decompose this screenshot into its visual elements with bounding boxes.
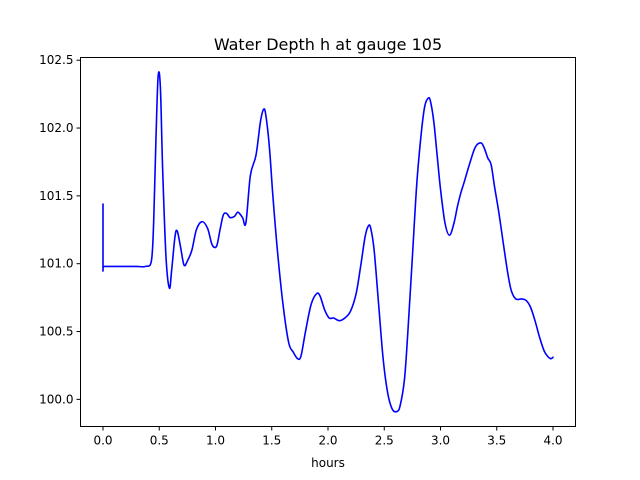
chart-title: Water Depth h at gauge 105 <box>214 35 442 54</box>
x-axis-label: hours <box>311 456 345 470</box>
y-tick-label: 101.0 <box>39 257 73 271</box>
y-tick-label: 102.0 <box>39 121 73 135</box>
x-tick-label: 4.0 <box>543 434 562 448</box>
x-tick-label: 3.5 <box>487 434 506 448</box>
x-tick-label: 3.0 <box>431 434 450 448</box>
x-tick-label: 2.0 <box>318 434 337 448</box>
plot-area <box>102 71 554 413</box>
x-tick-label: 0.5 <box>150 434 169 448</box>
x-tick-label: 0.0 <box>93 434 112 448</box>
y-tick-label: 100.0 <box>39 392 73 406</box>
y-axis: 100.0 100.5 101.0 101.5 102.0 102.5 <box>39 53 81 406</box>
x-axis: 0.0 0.5 1.0 1.5 2.0 2.5 3.0 3.5 4.0 <box>93 426 563 448</box>
plot-frame <box>80 57 576 427</box>
x-tick-label: 1.5 <box>262 434 281 448</box>
y-tick-label: 100.5 <box>39 325 73 339</box>
series-line <box>102 71 554 413</box>
y-tick-label: 101.5 <box>39 189 73 203</box>
x-tick-label: 2.5 <box>375 434 394 448</box>
y-tick-label: 102.5 <box>39 53 73 67</box>
x-tick-label: 1.0 <box>206 434 225 448</box>
